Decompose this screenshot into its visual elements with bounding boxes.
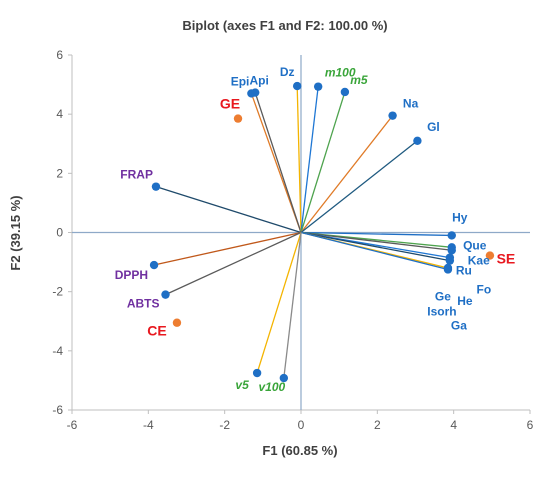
- variable-point-abts: [161, 290, 170, 299]
- variable-label-api: Api: [250, 74, 269, 88]
- x-tick-label: -4: [143, 418, 154, 432]
- chart-title: Biplot (axes F1 and F2: 100.00 %): [182, 18, 387, 33]
- variable-point-m100: [313, 82, 323, 91]
- variable-point-frap: [151, 182, 161, 191]
- variable-label-kae: Kae: [468, 253, 490, 267]
- x-tick-label: 6: [527, 418, 534, 432]
- y-tick-label: 2: [56, 166, 63, 180]
- vector-line-abts: [165, 231, 302, 296]
- variable-label-frap: FRAP: [120, 168, 153, 182]
- variable-point-kae: [447, 246, 456, 255]
- variable-label-na: Na: [403, 97, 419, 111]
- variable-point-dpph: [149, 260, 159, 270]
- y-tick-label: -4: [52, 344, 63, 358]
- points-layer: [149, 81, 495, 383]
- variable-label-hy: Hy: [452, 210, 468, 224]
- variable-label-dpph: DPPH: [115, 268, 148, 282]
- variable-point-m5: [340, 87, 350, 97]
- variable-label-v100: v100: [258, 380, 285, 394]
- vector-line-m5: [300, 91, 346, 233]
- variable-label-m5: m5: [350, 73, 368, 87]
- variable-label-ge: Ge: [435, 289, 451, 303]
- vector-line-frap: [155, 186, 302, 234]
- variable-label-v5: v5: [235, 378, 249, 392]
- variable-point-hy: [447, 231, 456, 240]
- vector-line-v100: [283, 232, 302, 379]
- variable-label-epi: Epi: [231, 74, 250, 88]
- y-tick-label: -6: [52, 403, 63, 417]
- observation-label-ge: GE: [220, 96, 240, 112]
- vector-line-m100: [300, 86, 319, 233]
- variable-label-m100: m100: [325, 66, 356, 80]
- variable-point-gl: [413, 136, 422, 145]
- vector-line-na: [300, 115, 394, 233]
- y-tick-label: -2: [52, 285, 63, 299]
- variable-label-dz: Dz: [280, 65, 295, 79]
- x-tick-label: 0: [298, 418, 305, 432]
- vector-line-api: [254, 92, 302, 233]
- vector-line-ge: [300, 231, 449, 271]
- x-tick-label: -6: [67, 418, 78, 432]
- variable-point-na: [388, 111, 397, 120]
- vector-line-v5: [256, 232, 302, 374]
- vector-line-epi: [250, 93, 302, 233]
- x-tick-label: -2: [219, 418, 230, 432]
- vector-line-dpph: [153, 231, 302, 266]
- variable-point-v5: [252, 368, 262, 378]
- axes-layer: -6 -4 -2 0 2 4 6 -6 -4 -2 0 2 4 6: [52, 48, 533, 432]
- variable-label-he: He: [457, 294, 473, 308]
- variable-label-abts: ABTS: [127, 297, 160, 311]
- vector-line-dz: [296, 86, 302, 233]
- variable-label-gl: Gl: [427, 120, 440, 134]
- y-axis-title: F2 (39.15 %): [8, 195, 23, 270]
- variable-point-v100: [279, 373, 289, 383]
- variable-point-fo: [445, 256, 455, 265]
- variable-point-api: [251, 88, 260, 97]
- observation-label-se: SE: [497, 251, 516, 267]
- y-tick-label: 4: [56, 107, 63, 121]
- variable-label-fo: Fo: [477, 283, 492, 297]
- vector-line-hy: [300, 231, 452, 237]
- variable-point-ge: [443, 265, 453, 274]
- observation-label-ce: CE: [147, 323, 166, 339]
- vector-line-gl: [300, 140, 418, 234]
- variable-point-dz: [292, 81, 302, 91]
- observation-point-ce: [172, 318, 182, 327]
- x-axis-title: F1 (60.85 %): [262, 443, 337, 458]
- variable-label-ru: Ru: [456, 264, 472, 278]
- variable-label-que: Que: [463, 238, 487, 252]
- observation-point-se: [485, 251, 495, 260]
- vector-lines-layer: [153, 86, 452, 379]
- observation-point-ge: [233, 114, 243, 123]
- vector-line-kae: [300, 231, 452, 251]
- vector-line-fo: [300, 231, 450, 262]
- x-tick-label: 2: [374, 418, 381, 432]
- x-tick-label: 4: [450, 418, 457, 432]
- y-tick-label: 6: [56, 48, 63, 62]
- y-tick-label: 0: [56, 226, 63, 240]
- variable-label-isorh: Isorh: [427, 305, 456, 319]
- variable-label-ga: Ga: [451, 318, 467, 332]
